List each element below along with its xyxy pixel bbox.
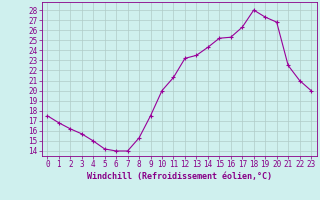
X-axis label: Windchill (Refroidissement éolien,°C): Windchill (Refroidissement éolien,°C) <box>87 172 272 181</box>
